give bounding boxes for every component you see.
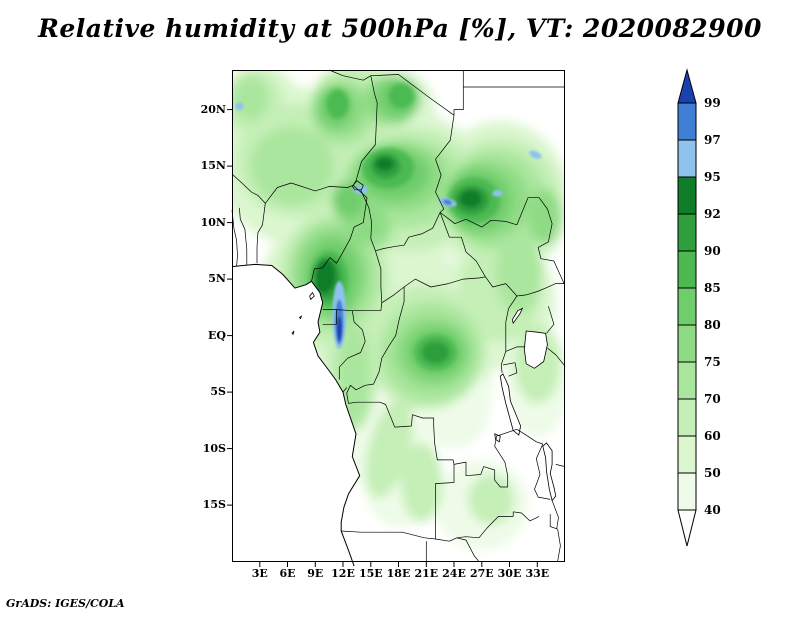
y-tick-label: 10N <box>200 215 226 229</box>
colorbar-label: 97 <box>704 133 721 147</box>
y-tick-label: 5N <box>208 272 226 286</box>
colorbar-label: 95 <box>704 170 721 184</box>
y-tick-label: EQ <box>208 328 226 342</box>
map-plot <box>227 69 566 567</box>
colorbar-label: 70 <box>704 392 721 406</box>
x-tick-label: 18E <box>386 567 411 580</box>
colorbar-label: 99 <box>704 96 721 110</box>
y-tick-label: 15S <box>202 498 226 512</box>
colorbar-label: 75 <box>704 355 721 369</box>
x-tick-label: 12E <box>331 567 355 580</box>
y-tick-label: 10S <box>202 441 226 455</box>
x-tick-label: 21E <box>414 567 439 580</box>
colorbar-label: 80 <box>704 318 721 332</box>
x-tick-label: 30E <box>497 567 522 580</box>
x-tick-label: 6E <box>279 567 296 580</box>
chart-title: Relative humidity at 500hPa [%], VT: 202… <box>38 14 762 43</box>
x-tick-label: 24E <box>442 567 466 580</box>
y-tick-label: 20N <box>200 102 226 116</box>
colorbar-label: 40 <box>704 503 721 517</box>
colorbar-label: 50 <box>704 466 721 480</box>
x-tick-label: 27E <box>469 567 494 580</box>
colorbar-label: 92 <box>704 207 721 221</box>
colorbar: 99 97 95 92 90 85 80 75 70 60 50 40 <box>677 68 721 547</box>
y-tick-label: 15N <box>200 159 226 173</box>
y-tick-label: 5S <box>210 385 226 399</box>
x-tick-label: 9E <box>307 567 324 580</box>
x-tick-label: 15E <box>358 567 383 580</box>
x-tick-label: 33E <box>525 567 550 580</box>
colorbar-label: 90 <box>704 244 721 258</box>
colorbar-label: 85 <box>704 281 721 295</box>
x-tick-label: 3E <box>251 567 268 580</box>
grads-attribution: GrADS: IGES/COLA <box>6 597 125 610</box>
colorbar-label: 60 <box>704 429 721 443</box>
